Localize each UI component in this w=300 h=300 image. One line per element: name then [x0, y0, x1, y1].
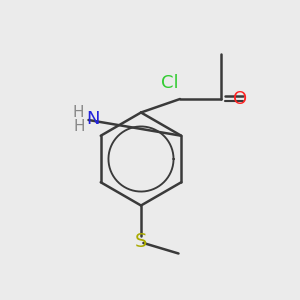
Text: H: H: [74, 119, 85, 134]
Text: N: N: [86, 110, 100, 128]
Text: O: O: [233, 90, 247, 108]
Text: Cl: Cl: [161, 74, 178, 92]
Text: H: H: [72, 105, 84, 120]
Text: S: S: [135, 232, 147, 251]
